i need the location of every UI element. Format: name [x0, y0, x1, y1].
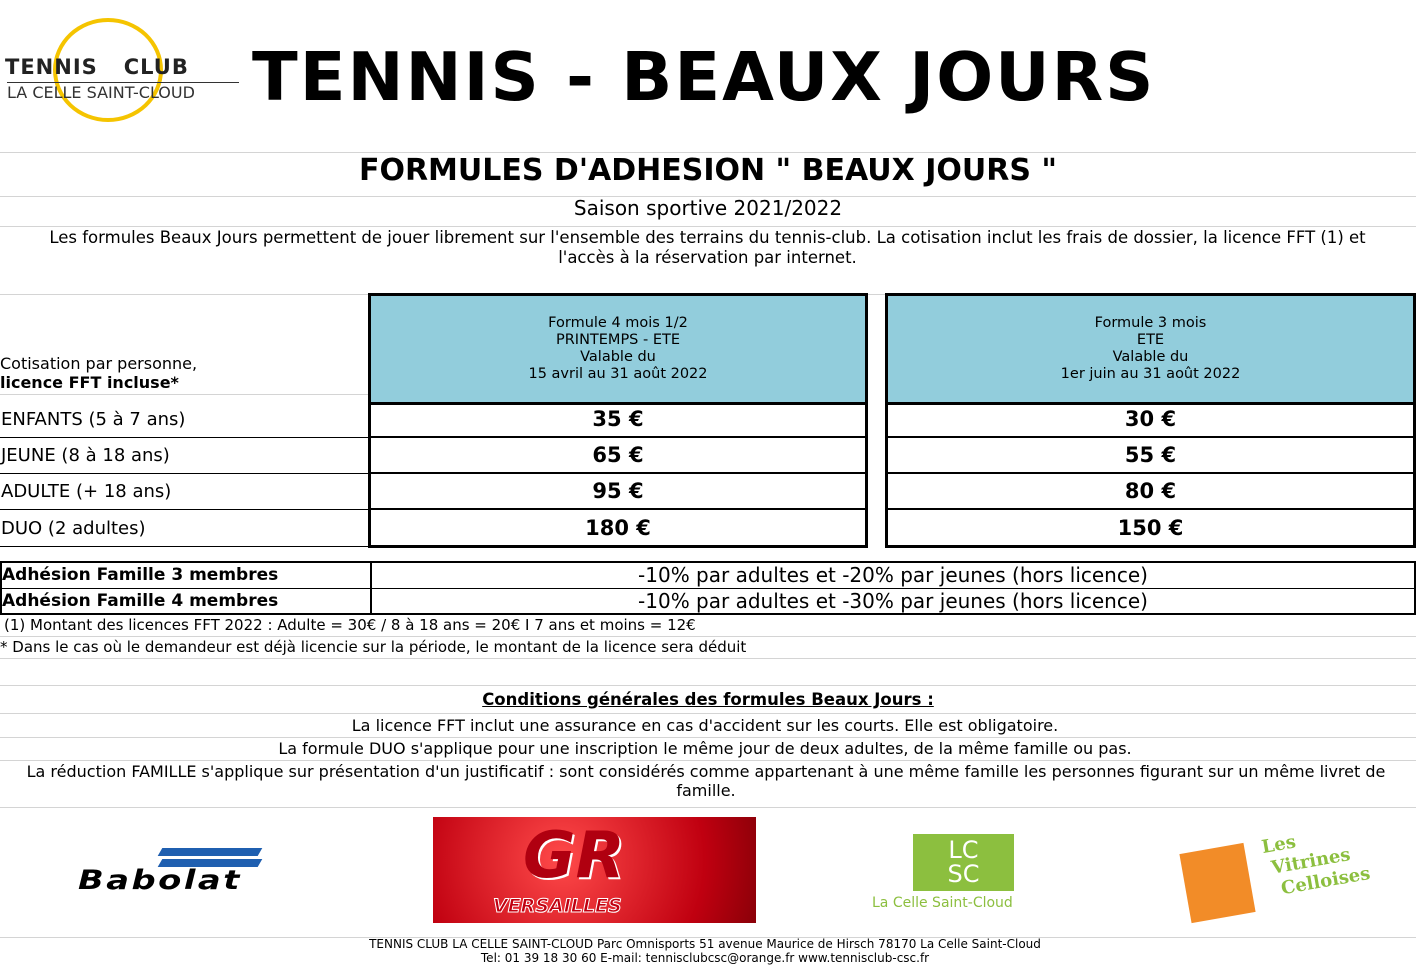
column-header-4-5-months: Formule 4 mois 1/2 PRINTEMPS - ETE Valable… — [368, 293, 868, 405]
price-3-months: 150 € — [885, 510, 1416, 548]
condition-famille: La réduction FAMILLE s'applique sur prés… — [26, 762, 1386, 800]
vitrines-logo: Les Vitrines Celloises — [1179, 828, 1400, 924]
price-3-months: 55 € — [885, 438, 1416, 474]
corner-label: Cotisation par personne, licence FFT inc… — [0, 354, 198, 392]
row-label: JEUNE (8 à 18 ans) — [0, 438, 368, 474]
price-4-5-months: 180 € — [368, 510, 868, 548]
intro-text: Les formules Beaux Jours permettent de j… — [49, 228, 1366, 267]
price-3-months: 80 € — [885, 474, 1416, 510]
family-4-label: Adhésion Famille 4 membres — [2, 591, 279, 611]
babolat-logo: Babolat — [78, 846, 328, 896]
price-4-5-months: 35 € — [368, 402, 868, 438]
gr-versailles-logo: GR VERSAILLES — [433, 817, 756, 923]
family-3-value: -10% par adultes et -20% par jeunes (hor… — [638, 563, 1148, 587]
family-3-label: Adhésion Famille 3 membres — [2, 565, 279, 585]
column-header-3-months: Formule 3 mois ETE Valable du 1er juin au 3… — [885, 293, 1416, 405]
note-deduction: * Dans le cas où le demandeur est déjà l… — [0, 638, 747, 656]
footer-address: TENNIS CLUB LA CELLE SAINT-CLOUD Parc Om… — [369, 937, 1041, 951]
price-4-5-months: 95 € — [368, 474, 868, 510]
family-4-value: -10% par adultes et -30% par jeunes (hor… — [638, 589, 1148, 613]
row-label: ENFANTS (5 à 7 ans) — [0, 402, 368, 438]
tennis-ball-icon — [53, 18, 163, 122]
shopping-bag-icon — [1179, 842, 1256, 924]
row-label: ADULTE (+ 18 ans) — [0, 474, 368, 510]
lcsc-logo: LC SC — [913, 834, 1014, 891]
price-3-months: 30 € — [885, 402, 1416, 438]
note-licence: (1) Montant des licences FFT 2022 : Adul… — [4, 616, 696, 634]
row-label: DUO (2 adultes) — [0, 510, 368, 547]
family-table: Adhésion Famille 3 membres -10% par adul… — [0, 561, 1416, 615]
footer-contact: Tel: 01 39 18 30 60 E-mail: tennisclubcs… — [480, 951, 930, 965]
conditions-title: Conditions générales des formules Beaux … — [482, 690, 934, 709]
lcsc-caption: La Celle Saint-Cloud — [872, 895, 1013, 911]
club-logo: TENNIS CLUB LA CELLE SAINT-CLOUD — [5, 18, 240, 123]
condition-licence: La licence FFT inclut une assurance en c… — [351, 716, 1059, 735]
section-title: FORMULES D'ADHESION " BEAUX JOURS " — [358, 153, 1058, 188]
logo-subtitle: LA CELLE SAINT-CLOUD — [7, 82, 239, 102]
logo-tennis: TENNIS — [5, 55, 98, 79]
season: Saison sportive 2021/2022 — [573, 196, 843, 220]
condition-duo: La formule DUO s'applique pour une inscr… — [278, 739, 1132, 758]
logo-club: CLUB — [123, 55, 189, 79]
price-4-5-months: 65 € — [368, 438, 868, 474]
page-title: TENNIS - BEAUX JOURS — [252, 38, 1156, 116]
